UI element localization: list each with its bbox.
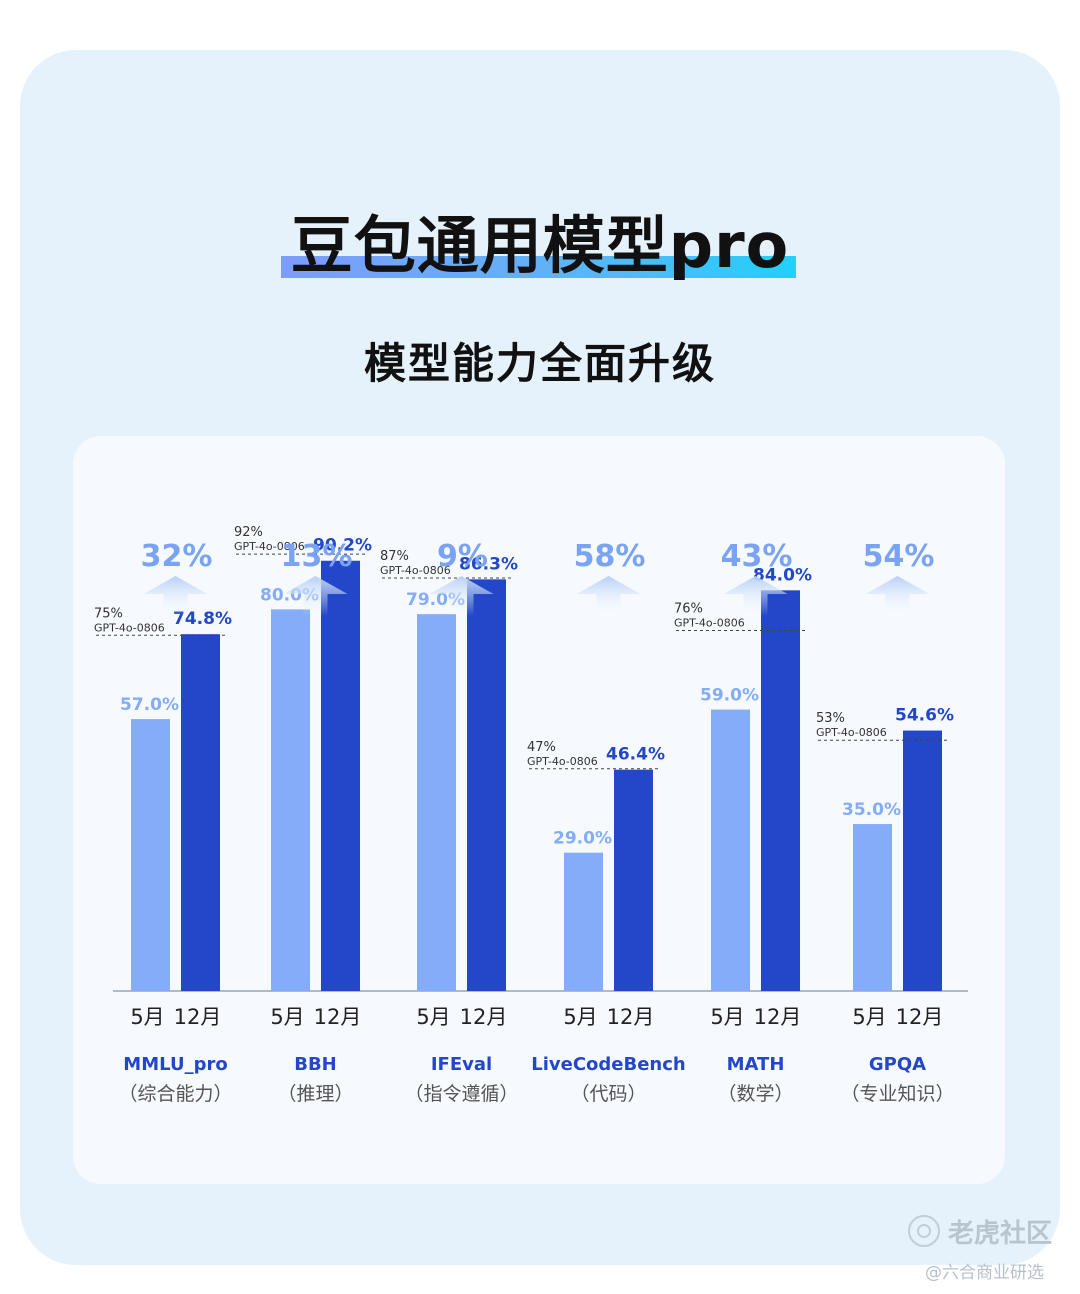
bar-dec <box>321 560 360 991</box>
category-label: BBH <box>294 1054 337 1075</box>
reference-model-label: GPT-4o-0806 <box>816 726 887 739</box>
value-label-dec: 90.2% <box>313 536 372 556</box>
increase-label: 54% <box>863 539 935 574</box>
value-label-dec: 84.0% <box>753 565 812 585</box>
increase-label: 32% <box>141 539 213 574</box>
period-label-dec: 12月 <box>754 1005 802 1029</box>
period-label-dec: 12月 <box>314 1005 362 1029</box>
reference-model-label: GPT-4o-0806 <box>94 621 165 634</box>
increase-arrow-icon <box>723 576 788 616</box>
category-label: IFEval <box>431 1054 492 1075</box>
reference-model-label: GPT-4o-0806 <box>234 540 305 553</box>
period-label-may: 5月 <box>270 1005 304 1029</box>
bar-may <box>417 614 456 991</box>
bar-may <box>853 824 892 991</box>
value-label-dec: 74.8% <box>173 609 232 629</box>
value-label-dec: 54.6% <box>895 706 954 726</box>
increase-arrow-icon <box>283 576 348 616</box>
category-sublabel: （综合能力） <box>118 1083 232 1105</box>
increase-label: 9% <box>437 539 488 574</box>
increase-arrow-icon <box>576 576 641 616</box>
reference-model-label: GPT-4o-0806 <box>380 564 451 577</box>
bar-dec <box>903 730 942 991</box>
page-subtitle: 模型能力全面升级 <box>363 339 716 388</box>
category-sublabel: （指令遵循） <box>404 1083 518 1105</box>
category-label: MMLU_pro <box>123 1054 227 1075</box>
watermark-brand: 老虎社区 <box>908 1213 1068 1249</box>
period-label-dec: 12月 <box>460 1005 508 1029</box>
reference-model-label: GPT-4o-0806 <box>527 755 598 768</box>
period-label-may: 5月 <box>416 1005 450 1029</box>
value-label-may: 35.0% <box>842 800 901 820</box>
reference-value-label: 76% <box>674 601 703 616</box>
period-label-may: 5月 <box>130 1005 164 1029</box>
bar-may <box>564 852 603 991</box>
watermark-brand-text: 老虎社区 <box>948 1218 1053 1249</box>
value-label-dec: 46.4% <box>606 745 665 765</box>
bar-dec <box>181 634 220 991</box>
period-label-dec: 12月 <box>174 1005 222 1029</box>
bar-may <box>711 709 750 991</box>
increase-arrow-icon <box>143 576 208 616</box>
period-label-dec: 12月 <box>896 1005 944 1029</box>
increase-label: 58% <box>574 539 646 574</box>
category-label: LiveCodeBench <box>531 1054 685 1075</box>
page-title: 豆包通用模型pro <box>290 209 790 282</box>
category-sublabel: （推理） <box>277 1083 353 1105</box>
watermark-account: @六合商业研选 <box>925 1263 1044 1283</box>
category-label: MATH <box>727 1054 785 1075</box>
tiger-logo-icon <box>908 1215 940 1247</box>
value-label-may: 29.0% <box>553 829 612 849</box>
increase-arrow-icon <box>865 576 930 616</box>
reference-value-label: 92% <box>234 525 263 540</box>
category-label: GPQA <box>869 1054 926 1075</box>
reference-value-label: 47% <box>527 740 556 755</box>
category-sublabel: （数学） <box>717 1083 793 1105</box>
chart-card: 57.0% 74.8% 75% GPT-4o-0806 32% 5月 12月 MMLU_pro… <box>73 436 1005 1184</box>
bar-dec <box>467 579 506 991</box>
value-label-may: 57.0% <box>120 695 179 715</box>
reference-model-label: GPT-4o-0806 <box>674 616 745 629</box>
bar-dec <box>761 590 800 991</box>
period-label-may: 5月 <box>710 1005 744 1029</box>
category-sublabel: （代码） <box>570 1083 646 1105</box>
reference-value-label: 53% <box>816 711 845 726</box>
period-label-dec: 12月 <box>607 1005 655 1029</box>
period-label-may: 5月 <box>852 1005 886 1029</box>
title-block: 豆包通用模型pro <box>0 195 1080 285</box>
increase-label: 13% <box>281 539 353 574</box>
increase-arrow-icon <box>429 576 494 616</box>
increase-label: 43% <box>721 539 793 574</box>
title-underline <box>281 256 796 278</box>
period-label-may: 5月 <box>563 1005 597 1029</box>
category-sublabel: （专业知识） <box>840 1083 954 1105</box>
bar-may <box>271 609 310 991</box>
reference-value-label: 87% <box>380 549 409 564</box>
bar-dec <box>614 769 653 991</box>
reference-value-label: 75% <box>94 606 123 621</box>
bar-may <box>131 719 170 991</box>
value-label-may: 59.0% <box>700 686 759 706</box>
value-label-dec: 86.3% <box>459 554 518 574</box>
